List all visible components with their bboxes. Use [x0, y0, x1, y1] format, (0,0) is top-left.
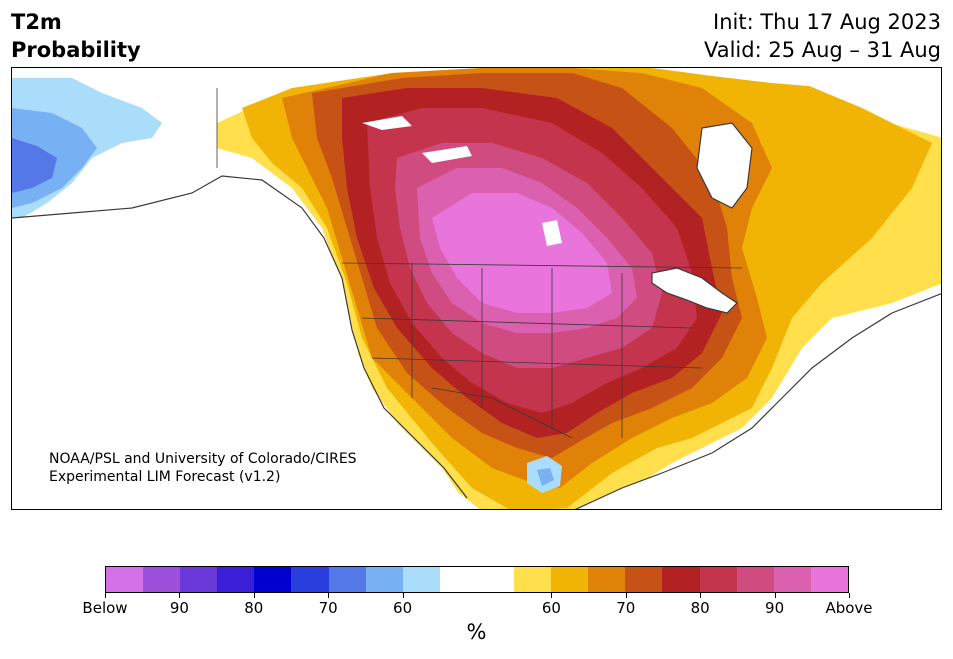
colorbar-tick-label: 70	[318, 599, 338, 617]
coastlines	[12, 122, 941, 509]
colorbar-segment	[365, 567, 403, 592]
credit-line-1: NOAA/PSL and University of Colorado/CIRE…	[49, 451, 357, 467]
colorbar-tickmark	[179, 593, 181, 598]
colorbar-tick-label: 80	[244, 599, 264, 617]
hudson-bay	[697, 123, 752, 208]
title-line-1: T2m	[11, 10, 62, 34]
mexico-below-core	[537, 468, 554, 486]
init-date: Init: Thu 17 Aug 2023	[713, 10, 941, 34]
colorbar-segment	[291, 567, 329, 592]
colorbar-segment	[439, 567, 477, 592]
chart-title: T2m Probability	[11, 8, 141, 64]
colorbar-tickmark	[849, 593, 850, 598]
gulf-atlantic-ocean	[576, 293, 941, 509]
map-graphic	[12, 68, 941, 509]
warm-above-core	[432, 193, 612, 313]
colorbar	[105, 566, 849, 593]
colorbar-segment	[699, 567, 737, 592]
colorbar-segment	[328, 567, 366, 592]
colorbar-tickmark	[253, 593, 255, 598]
valid-range: Valid: 25 Aug – 31 Aug	[703, 38, 941, 62]
colorbar-segment	[662, 567, 700, 592]
title-line-2: Probability	[11, 38, 141, 62]
colorbar-segment	[254, 567, 292, 592]
colorbar-tick-label: 90	[765, 599, 785, 617]
colorbar-segment	[588, 567, 626, 592]
colorbar-tickmark	[625, 593, 627, 598]
colorbar-tickmark	[774, 593, 776, 598]
colorbar-segment	[773, 567, 811, 592]
colorbar-tickmark	[328, 593, 330, 598]
colorbar-segment	[217, 567, 255, 592]
alaska-below-dark	[12, 138, 57, 193]
colorbar-tick-label: Below	[82, 599, 128, 617]
colorbar-segment	[810, 567, 848, 592]
colorbar-tickmark	[551, 593, 553, 598]
colorbar-segment	[625, 567, 663, 592]
colorbar-tick-label: 80	[690, 599, 710, 617]
forecast-dates: Init: Thu 17 Aug 2023 Valid: 25 Aug – 31…	[704, 8, 941, 64]
pacific-ocean	[12, 178, 471, 509]
colorbar-tick-label: 60	[393, 599, 413, 617]
colorbar-ticks: Below 90 80 70 60 60 70 80 90 Above	[82, 593, 873, 617]
great-lakes	[652, 268, 737, 313]
arctic-water	[652, 68, 941, 108]
credit-line-2: Experimental LIM Forecast (v1.2)	[49, 469, 281, 485]
colorbar-tickmark	[105, 593, 106, 598]
colorbar-tickmark	[402, 593, 404, 598]
colorbar-segment	[402, 567, 440, 592]
probability-map: NOAA/PSL and University of Colorado/CIRE…	[11, 67, 942, 510]
colorbar-tick-label: 60	[541, 599, 561, 617]
colorbar-units: %	[466, 620, 487, 644]
colorbar-segment	[143, 567, 181, 592]
colorbar-segment	[106, 567, 144, 592]
political-borders	[216, 88, 743, 439]
colorbar-segment	[736, 567, 774, 592]
colorbar-segment	[551, 567, 589, 592]
colorbar-tickmark	[700, 593, 702, 598]
colorbar-tick-label: 90	[169, 599, 189, 617]
colorbar-segment	[476, 567, 515, 592]
colorbar-tick-label: 70	[616, 599, 636, 617]
colorbar-tick-label: Above	[825, 599, 873, 617]
colorbar-segment	[180, 567, 218, 592]
colorbar-segment	[514, 567, 552, 592]
credit-text: NOAA/PSL and University of Colorado/CIRE…	[49, 450, 357, 486]
canadian-lakes	[362, 116, 562, 246]
